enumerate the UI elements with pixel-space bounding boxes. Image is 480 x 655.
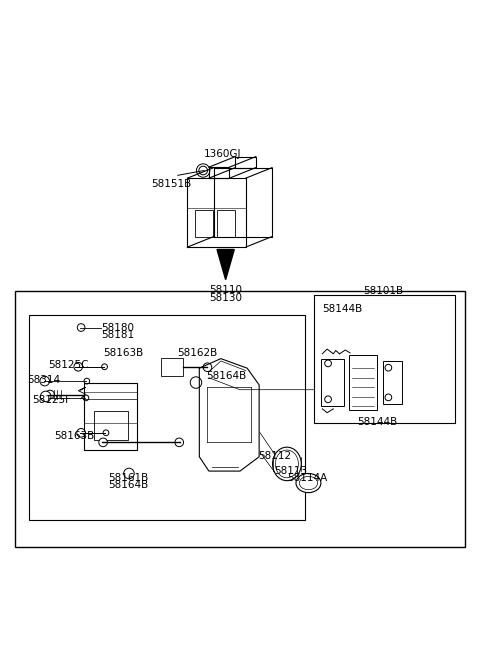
Text: 58163B: 58163B: [104, 348, 144, 358]
Text: 58125C: 58125C: [48, 360, 89, 370]
Circle shape: [203, 363, 212, 371]
Text: 58114A: 58114A: [287, 474, 327, 483]
Text: 58144B: 58144B: [323, 303, 362, 314]
Text: 58181: 58181: [101, 330, 134, 340]
Ellipse shape: [273, 447, 301, 481]
Bar: [383, 361, 402, 404]
Bar: [94, 411, 128, 440]
Bar: [314, 295, 456, 423]
Text: 58151B: 58151B: [152, 179, 192, 189]
Text: 58113: 58113: [275, 466, 308, 476]
Circle shape: [40, 377, 49, 386]
Ellipse shape: [296, 474, 321, 493]
Circle shape: [175, 438, 183, 447]
Circle shape: [385, 364, 392, 371]
Text: 58162B: 58162B: [177, 348, 217, 358]
Text: 58101B: 58101B: [363, 286, 404, 296]
Bar: [84, 383, 137, 449]
Bar: [349, 355, 377, 410]
Circle shape: [46, 390, 54, 399]
Bar: [194, 210, 213, 236]
Text: 58163B: 58163B: [54, 432, 95, 441]
Circle shape: [99, 438, 108, 447]
Polygon shape: [217, 250, 234, 280]
Text: 58130: 58130: [209, 293, 242, 303]
Circle shape: [77, 428, 85, 437]
Text: 58112: 58112: [258, 451, 291, 460]
Bar: [322, 358, 344, 407]
Circle shape: [77, 324, 85, 331]
Circle shape: [124, 468, 134, 479]
Text: 1360GJ: 1360GJ: [204, 149, 241, 159]
Text: 58125F: 58125F: [32, 394, 71, 405]
Circle shape: [190, 377, 202, 388]
Bar: [15, 291, 465, 547]
Circle shape: [199, 166, 207, 175]
Bar: [217, 210, 235, 236]
Bar: [29, 315, 305, 520]
Text: 58164B: 58164B: [206, 371, 247, 381]
Circle shape: [324, 396, 331, 403]
Bar: [161, 358, 182, 377]
Circle shape: [385, 394, 392, 401]
Text: 58161B: 58161B: [108, 473, 149, 483]
Circle shape: [102, 364, 108, 369]
Circle shape: [74, 362, 83, 371]
Circle shape: [40, 391, 51, 402]
Text: 58180: 58180: [101, 323, 134, 333]
Text: 58164B: 58164B: [108, 480, 149, 490]
Circle shape: [324, 360, 331, 367]
Text: 58144B: 58144B: [357, 417, 397, 427]
Text: 58110: 58110: [209, 286, 242, 295]
Text: 58314: 58314: [27, 375, 60, 385]
